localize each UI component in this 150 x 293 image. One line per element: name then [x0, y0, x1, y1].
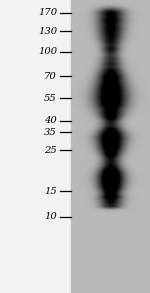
- Text: 40: 40: [44, 116, 57, 125]
- Text: 170: 170: [38, 8, 57, 17]
- Bar: [0, 0, 70, 293]
- Bar: [70, 0, 150, 293]
- Text: 70: 70: [44, 72, 57, 81]
- Text: 25: 25: [44, 146, 57, 155]
- Text: 15: 15: [44, 187, 57, 195]
- Text: 10: 10: [44, 212, 57, 221]
- Text: 130: 130: [38, 27, 57, 36]
- Text: 100: 100: [38, 47, 57, 56]
- Text: 35: 35: [44, 128, 57, 137]
- Text: 55: 55: [44, 94, 57, 103]
